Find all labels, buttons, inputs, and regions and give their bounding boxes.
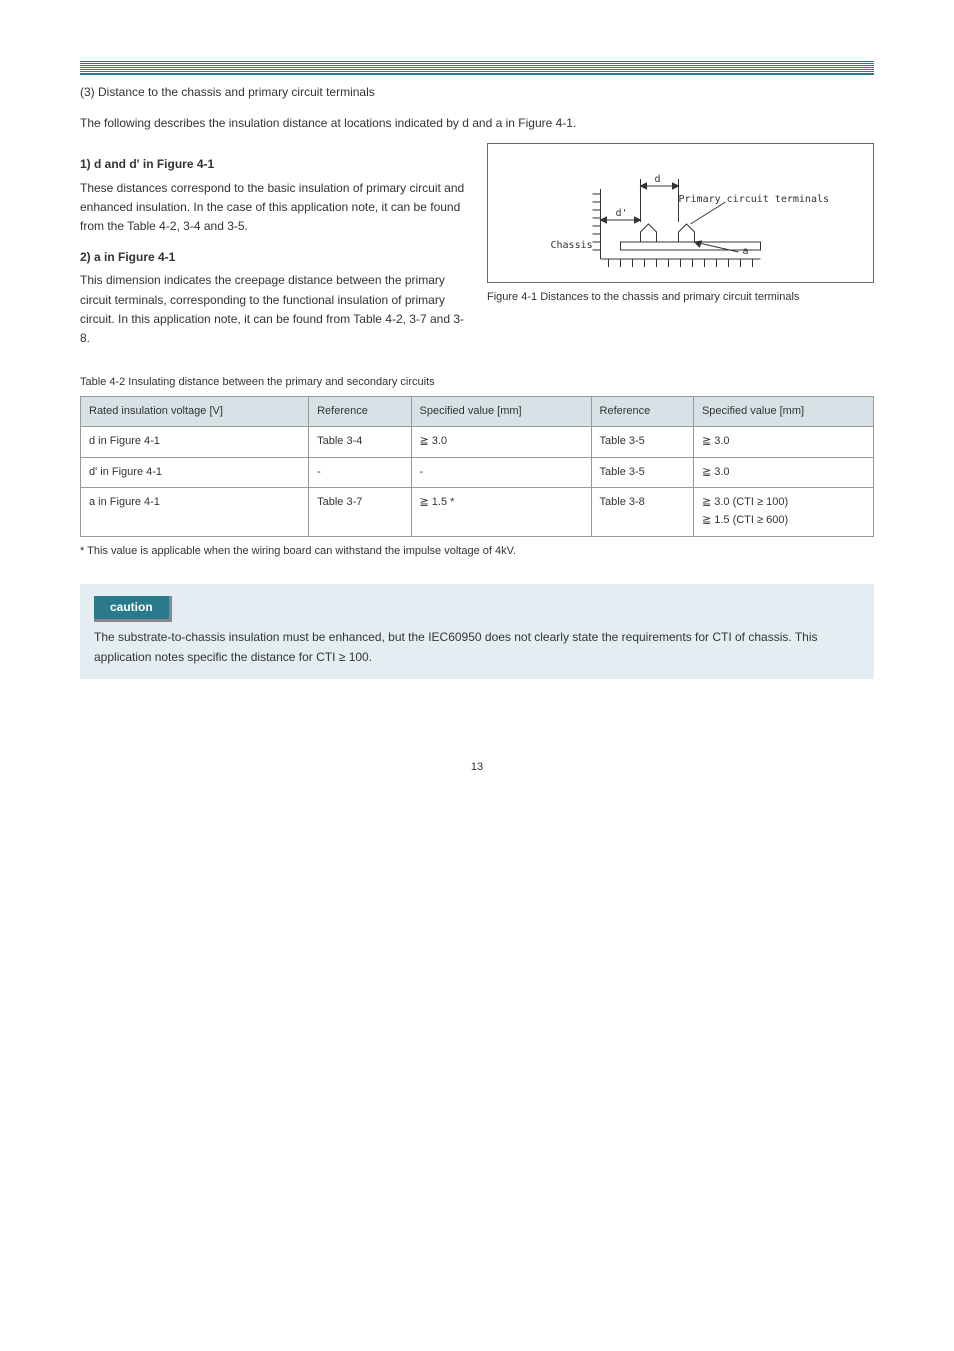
caution-box: caution The substrate-to-chassis insulat… <box>80 584 874 679</box>
th-0: Rated insulation voltage [V] <box>81 396 309 427</box>
table-row: d' in Figure 4-1 - - Table 3-5 ≧ 3.0 <box>81 457 874 488</box>
item1-label: 1) d and d' in Figure 4-1 <box>80 155 467 174</box>
cell: ≧ 1.5 * <box>411 488 591 536</box>
label-chassis: Chassis <box>551 240 593 251</box>
cell: ≧ 3.0 <box>411 427 591 458</box>
item1-body: These distances correspond to the basic … <box>80 179 467 237</box>
intro-paragraph: The following describes the insulation d… <box>80 114 874 133</box>
cell: ≧ 3.0 <box>693 427 873 458</box>
caution-body: The substrate-to-chassis insulation must… <box>94 628 860 666</box>
table-row: a in Figure 4-1 Table 3-7 ≧ 1.5 * Table … <box>81 488 874 536</box>
header-hr-group <box>80 61 874 75</box>
insulation-table: Rated insulation voltage [V] Reference S… <box>80 396 874 537</box>
cell: Table 3-8 <box>591 488 693 536</box>
cell: - <box>309 457 411 488</box>
caution-label: caution <box>94 596 172 622</box>
item2-body: This dimension indicates the creepage di… <box>80 271 467 348</box>
cell: ≧ 3.0 (CTI ≥ 100) ≧ 1.5 (CTI ≥ 600) <box>693 488 873 536</box>
cell: Table 3-5 <box>591 427 693 458</box>
cell: - <box>411 457 591 488</box>
table-header-row: Rated insulation voltage [V] Reference S… <box>81 396 874 427</box>
figure-caption: Figure 4-1 Distances to the chassis and … <box>487 289 874 307</box>
cell: d in Figure 4-1 <box>81 427 309 458</box>
label-a: a <box>743 246 749 257</box>
diagram-svg: d d' a Chassis Primary circuit terminals <box>504 164 857 274</box>
cell: d' in Figure 4-1 <box>81 457 309 488</box>
th-2: Specified value [mm] <box>411 396 591 427</box>
table-caption: Table 4-2 Insulating distance between th… <box>80 374 874 392</box>
label-d: d <box>655 174 661 185</box>
item2-label: 2) a in Figure 4-1 <box>80 248 467 267</box>
table-row: d in Figure 4-1 Table 3-4 ≧ 3.0 Table 3-… <box>81 427 874 458</box>
cell: Table 3-4 <box>309 427 411 458</box>
table-footnote: * This value is applicable when the wiri… <box>80 543 874 561</box>
page-number: 13 <box>80 759 874 777</box>
cell: a in Figure 4-1 <box>81 488 309 536</box>
th-3: Reference <box>591 396 693 427</box>
cell: Table 3-5 <box>591 457 693 488</box>
cell: ≧ 3.0 <box>693 457 873 488</box>
figure-diagram: d d' a Chassis Primary circuit terminals <box>487 143 874 283</box>
section-title: (3) Distance to the chassis and primary … <box>80 83 874 102</box>
th-4: Specified value [mm] <box>693 396 873 427</box>
th-1: Reference <box>309 396 411 427</box>
cell: Table 3-7 <box>309 488 411 536</box>
label-dprime: d' <box>616 208 628 219</box>
label-terminals: Primary circuit terminals <box>679 194 830 205</box>
